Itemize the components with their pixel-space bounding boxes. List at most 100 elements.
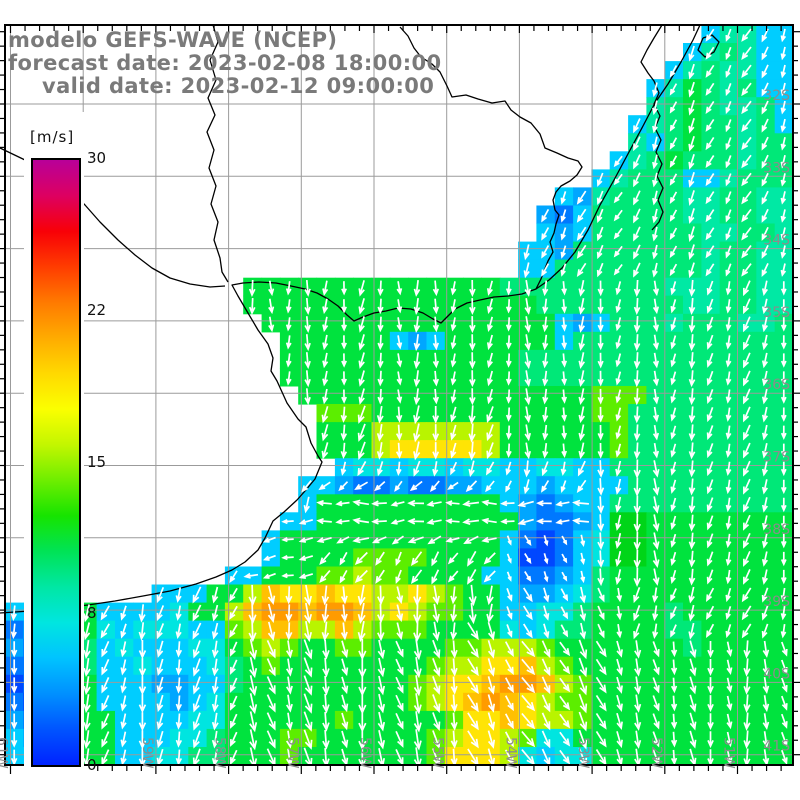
wind-arrow <box>652 623 659 640</box>
wind-arrow <box>481 536 497 543</box>
wind-arrow <box>670 641 678 658</box>
wind-arrow <box>705 118 715 132</box>
wind-arrow <box>390 501 405 507</box>
wind-arrow <box>426 500 442 507</box>
wind-arrow <box>192 694 201 713</box>
wind-arrow <box>543 605 550 621</box>
wind-arrow <box>669 173 678 186</box>
wind-arrow <box>358 388 365 405</box>
lat-label: 41S <box>763 739 790 755</box>
wind-arrow <box>352 517 370 525</box>
wind-arrow <box>542 298 549 315</box>
wind-arrow <box>669 245 678 259</box>
wind-arrow <box>541 263 550 277</box>
wind-arrow <box>341 353 347 368</box>
wind-arrow <box>688 334 696 352</box>
wind-arrow <box>780 209 787 223</box>
wind-arrow <box>761 424 768 441</box>
wind-arrow <box>576 262 587 277</box>
wind-arrow <box>780 551 787 567</box>
wind-arrow <box>211 730 219 749</box>
wind-arrow <box>83 676 91 696</box>
wind-arrow <box>780 533 787 549</box>
wind-arrow <box>432 676 441 695</box>
wind-arrow <box>725 551 732 567</box>
model-title: modelo GEFS-WAVE (NCEP) <box>8 28 338 52</box>
wind-arrow <box>706 479 714 495</box>
wind-arrow <box>706 425 714 441</box>
wind-arrow <box>578 639 588 660</box>
wind-arrow <box>706 605 715 621</box>
wind-arrow <box>781 713 788 729</box>
wind-arrow <box>726 659 733 676</box>
wind-arrow <box>576 479 587 494</box>
wind-arrow <box>761 443 768 459</box>
wind-arrow <box>377 693 386 714</box>
wind-arrow <box>266 658 276 677</box>
wind-arrow <box>615 335 622 350</box>
wind-arrow <box>561 335 568 350</box>
lon-label: 59W <box>139 737 155 769</box>
wind-arrow <box>249 675 258 697</box>
wind-arrow <box>487 730 496 749</box>
wind-arrow <box>138 712 147 732</box>
wind-arrow <box>541 245 550 259</box>
wind-arrow <box>483 570 496 583</box>
wind-arrow <box>688 370 696 388</box>
wind-arrow <box>485 480 495 493</box>
wind-arrow <box>467 622 479 641</box>
wind-arrow <box>741 118 752 133</box>
wind-arrow <box>652 550 660 568</box>
wind-arrow <box>652 532 660 550</box>
wind-arrow <box>357 405 366 424</box>
wind-arrow <box>542 388 549 405</box>
wind-arrow <box>322 657 330 678</box>
wind-arrow <box>652 100 658 116</box>
wind-arrow <box>341 281 347 296</box>
wind-arrow <box>376 423 384 442</box>
wind-arrow <box>688 136 695 152</box>
wind-arrow <box>578 388 585 406</box>
wind-arrow <box>303 729 313 750</box>
wind-arrow <box>706 515 714 531</box>
lat-label: 34S <box>763 233 790 249</box>
wind-arrow <box>613 209 623 222</box>
wind-arrow <box>120 749 127 765</box>
wind-arrow <box>741 263 752 277</box>
wind-arrow <box>596 244 604 260</box>
wind-arrow <box>633 154 641 170</box>
wind-arrow <box>689 730 697 749</box>
wind-arrow <box>615 496 622 513</box>
wind-arrow <box>465 480 478 493</box>
wind-arrow <box>304 334 311 352</box>
wind-arrow <box>669 137 678 150</box>
wind-arrow <box>761 623 769 639</box>
wind-arrow <box>725 64 732 79</box>
wind-arrow <box>615 460 622 477</box>
wind-arrow <box>652 568 660 586</box>
wind-arrow <box>541 730 551 749</box>
wind-arrow <box>634 712 642 731</box>
wind-arrow <box>633 298 641 315</box>
wind-arrow <box>670 624 677 638</box>
wind-arrow <box>616 731 623 749</box>
coastline-path <box>0 24 701 614</box>
wind-arrow <box>597 478 605 496</box>
wind-arrow <box>340 622 348 641</box>
wind-arrow <box>670 677 678 694</box>
wind-arrow <box>486 603 494 624</box>
wind-arrow <box>322 298 329 315</box>
wind-arrow <box>633 424 641 442</box>
wind-arrow <box>230 713 238 729</box>
wind-arrow <box>705 191 715 205</box>
wind-arrow <box>175 641 183 658</box>
wind-arrow <box>396 317 403 332</box>
wind-arrow <box>521 749 536 765</box>
wind-arrow <box>597 587 605 603</box>
wind-arrow <box>450 622 458 641</box>
wind-arrow <box>652 244 658 260</box>
wind-arrow <box>371 536 387 544</box>
wind-arrow <box>633 549 641 569</box>
wind-arrow <box>688 622 695 640</box>
wind-arrow <box>780 335 787 350</box>
